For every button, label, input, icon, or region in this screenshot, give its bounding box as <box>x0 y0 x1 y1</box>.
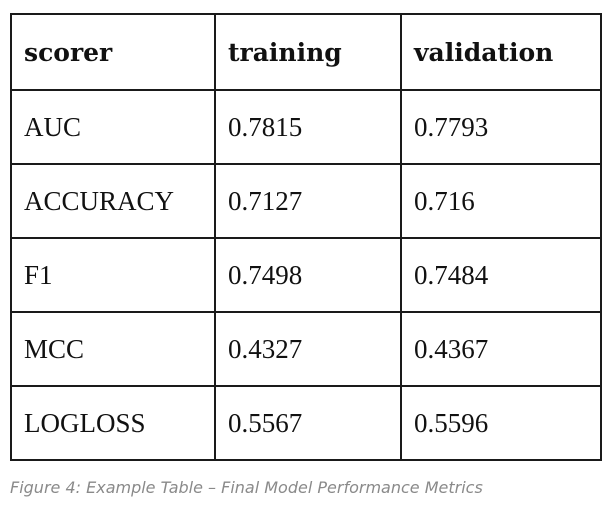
cell-scorer: AUC <box>10 89 216 165</box>
cell-training: 0.4327 <box>214 311 402 387</box>
cell-scorer: MCC <box>10 311 216 387</box>
cell-validation: 0.716 <box>400 163 602 239</box>
cell-scorer: LOGLOSS <box>10 385 216 461</box>
cell-training: 0.7815 <box>214 89 402 165</box>
cell-validation: 0.4367 <box>400 311 602 387</box>
cell-training: 0.7127 <box>214 163 402 239</box>
table-row: F1 0.7498 0.7484 <box>10 237 602 313</box>
header-validation: validation <box>400 13 602 91</box>
cell-training: 0.5567 <box>214 385 402 461</box>
cell-scorer: ACCURACY <box>10 163 216 239</box>
cell-validation: 0.7793 <box>400 89 602 165</box>
metrics-table: scorer training validation AUC 0.7815 0.… <box>10 13 602 461</box>
header-scorer: scorer <box>10 13 216 91</box>
table-row: AUC 0.7815 0.7793 <box>10 89 602 165</box>
header-training: training <box>214 13 402 91</box>
cell-validation: 0.5596 <box>400 385 602 461</box>
table-row: LOGLOSS 0.5567 0.5596 <box>10 385 602 461</box>
table-row: ACCURACY 0.7127 0.716 <box>10 163 602 239</box>
table-header-row: scorer training validation <box>10 13 602 91</box>
cell-training: 0.7498 <box>214 237 402 313</box>
cell-scorer: F1 <box>10 237 216 313</box>
table-row: MCC 0.4327 0.4367 <box>10 311 602 387</box>
cell-validation: 0.7484 <box>400 237 602 313</box>
figure-caption: Figure 4: Example Table – Final Model Pe… <box>10 478 483 497</box>
